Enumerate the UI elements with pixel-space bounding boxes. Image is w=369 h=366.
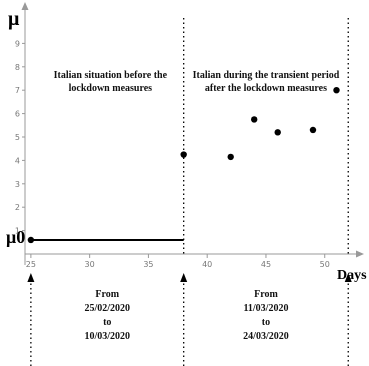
y-tick-label-3: 3 (15, 180, 20, 189)
y-tick-label-4: 4 (15, 156, 20, 165)
y-tick-label-8: 8 (15, 63, 20, 72)
date-range-2-line-3: to (262, 317, 270, 328)
date-range-labels: From 25/02/2020 to 10/03/2020 From 11/03/2020… (84, 289, 288, 342)
y-tick-label-2: 2 (15, 203, 20, 212)
data-point-1 (27, 236, 35, 244)
x-axis-title: Days (337, 268, 367, 283)
x-tick-label-30: 30 (85, 260, 95, 269)
date-range-1-line-4: 10/03/2020 (84, 331, 130, 342)
data-points (27, 87, 340, 244)
date-range-2-line-2: 11/03/2020 (243, 303, 288, 314)
y-tick-label-5: 5 (15, 133, 20, 142)
x-tick-label-45: 45 (261, 260, 271, 269)
arrow-head-52 (344, 273, 352, 282)
y-tick-label-7: 7 (15, 86, 20, 95)
x-tick-label-40: 40 (202, 260, 212, 269)
arrow-head-38 (180, 273, 188, 282)
region-label-1-line-1: Italian situation before the (54, 70, 168, 81)
data-point-7 (333, 87, 340, 94)
x-tick-label-25: 25 (26, 260, 36, 269)
y-tick-label-9: 9 (15, 39, 20, 48)
date-range-1-line-3: to (103, 317, 111, 328)
date-range-1-line-2: 25/02/2020 (84, 303, 130, 314)
y-tick-label-1: 1 (15, 227, 20, 236)
region-label-2-line-1: Italian during the transient period (193, 70, 340, 81)
data-point-5 (274, 129, 281, 136)
region-label-1-line-2: lockdown measures (69, 83, 153, 94)
axes (21, 2, 364, 265)
region-label-2-line-2: after the lockdown measures (205, 83, 327, 94)
date-range-2-line-4: 24/03/2020 (243, 331, 289, 342)
y-axis-arrow (21, 2, 29, 10)
x-axis-arrow (356, 250, 364, 258)
data-point-4 (251, 116, 258, 123)
data-point-2 (180, 151, 187, 158)
date-range-2-line-1: From (254, 289, 278, 300)
data-point-3 (227, 153, 234, 161)
arrow-head-25 (27, 273, 35, 282)
region-labels: Italian situation before the lockdown mea… (54, 70, 340, 94)
dividers (27, 18, 352, 366)
y-tick-label-6: 6 (15, 110, 20, 119)
y-marker-label: μ0 (6, 227, 25, 247)
y-axis-title: μ (8, 8, 20, 30)
x-tick-label-50: 50 (320, 260, 330, 269)
data-point-6 (309, 126, 317, 134)
x-tick-label-35: 35 (143, 260, 153, 269)
date-range-1-line-1: From (95, 289, 119, 300)
